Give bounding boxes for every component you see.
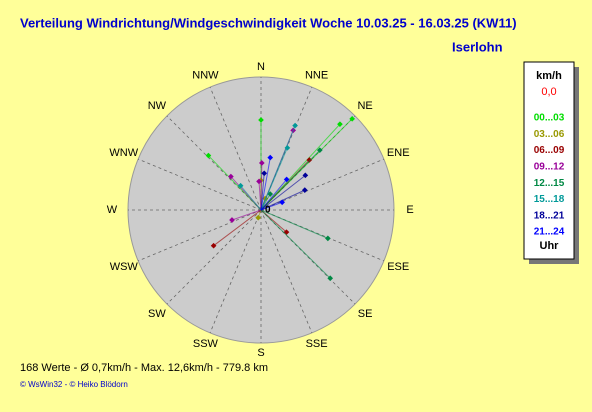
- point: [258, 160, 265, 166]
- legend-entry: 15...18: [534, 194, 565, 205]
- center-label: 0: [265, 205, 271, 216]
- direction-label: NE: [357, 100, 372, 112]
- legend-value: 0,0: [541, 86, 556, 98]
- legend-entry: 00...03: [534, 113, 565, 124]
- point: [302, 172, 309, 179]
- spoke: [209, 86, 262, 211]
- point: [258, 117, 264, 123]
- trail: [240, 185, 262, 211]
- direction-label: SSE: [306, 338, 328, 350]
- direction-label: NW: [148, 100, 167, 112]
- point: [349, 116, 355, 122]
- spoke: [137, 209, 262, 262]
- spoke: [137, 158, 262, 211]
- point: [283, 176, 290, 183]
- point: [229, 217, 235, 223]
- direction-label: SW: [148, 308, 166, 320]
- direction-label: NNE: [305, 70, 328, 82]
- point: [279, 199, 285, 206]
- legend-footer: Uhr: [540, 240, 560, 252]
- footer: 168 Werte - Ø 0,7km/h - Max. 12,6km/h - …: [20, 362, 268, 374]
- point: [316, 147, 323, 153]
- spoke: [166, 209, 262, 305]
- point: [228, 173, 234, 180]
- spoke: [260, 158, 385, 211]
- trail: [260, 157, 271, 211]
- point: [325, 235, 331, 242]
- direction-label: W: [107, 204, 118, 216]
- direction-label: WSW: [110, 261, 139, 273]
- trail: [258, 181, 262, 211]
- trail: [260, 209, 329, 239]
- trail: [260, 201, 283, 211]
- trail: [260, 174, 306, 211]
- point: [261, 170, 268, 177]
- direction-label: ESE: [387, 261, 409, 273]
- spoke: [260, 209, 313, 334]
- legend-entry: 12...15: [534, 178, 565, 189]
- spoke: [166, 115, 262, 211]
- trail: [213, 209, 262, 247]
- point: [284, 145, 291, 151]
- trail: [260, 189, 305, 211]
- legend-entry: 21...24: [534, 227, 565, 238]
- trail: [260, 173, 265, 211]
- point: [210, 242, 217, 249]
- direction-label: WNW: [109, 147, 138, 159]
- direction-label: ENE: [387, 147, 410, 159]
- direction-label: N: [257, 61, 265, 73]
- chart-subtitle: Iserlohn: [452, 39, 503, 54]
- legend-box: [523, 61, 575, 260]
- direction-label: S: [257, 347, 264, 359]
- trail: [260, 209, 331, 279]
- trail: [260, 147, 288, 211]
- trail: [260, 149, 321, 211]
- point: [255, 214, 262, 221]
- point: [337, 121, 343, 127]
- direction-label: E: [406, 204, 413, 216]
- legend-entry: 18...21: [534, 210, 565, 221]
- credit: © WsWin32 - © Heiko Blödorn: [20, 380, 128, 389]
- legend-entry: 06...09: [534, 145, 565, 156]
- point: [306, 157, 313, 163]
- point: [267, 154, 274, 161]
- trail: [260, 179, 288, 211]
- spoke: [209, 209, 262, 334]
- trail: [260, 162, 263, 211]
- legend-title: km/h: [536, 70, 562, 82]
- spoke: [260, 209, 385, 262]
- trail: [231, 209, 262, 221]
- point: [256, 178, 262, 185]
- point: [237, 182, 244, 189]
- chart-title: Verteilung Windrichtung/Windgeschwindigk…: [20, 15, 517, 30]
- direction-label: SE: [358, 308, 373, 320]
- point: [205, 152, 212, 159]
- direction-label: SSW: [193, 338, 219, 350]
- point: [301, 187, 308, 193]
- legend-entry: 09...12: [534, 162, 565, 173]
- point: [327, 275, 334, 282]
- direction-label: NNW: [192, 70, 219, 82]
- point: [292, 122, 298, 129]
- legend-entry: 03...06: [534, 129, 565, 140]
